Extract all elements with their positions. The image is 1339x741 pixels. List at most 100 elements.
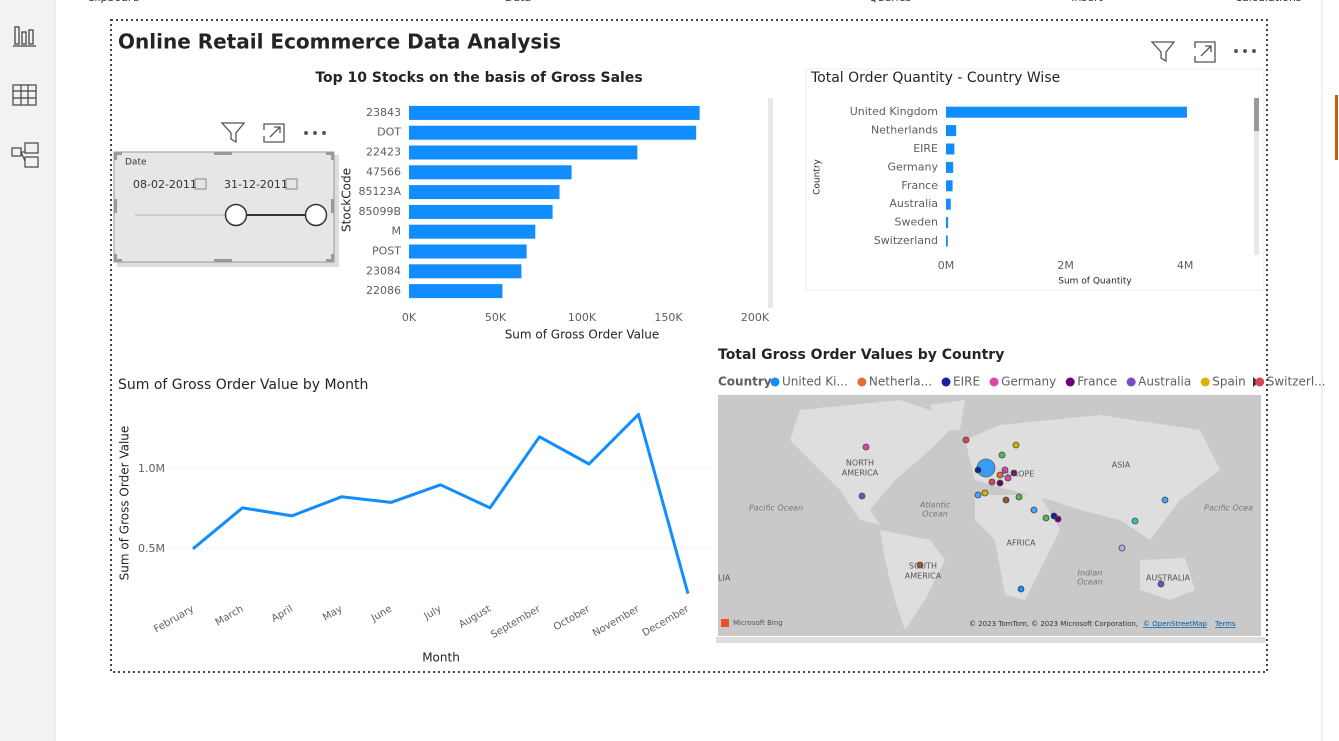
y-tick-label: France — [901, 179, 938, 192]
bar[interactable] — [409, 185, 560, 200]
slicer-header[interactable] — [220, 122, 326, 144]
bar[interactable] — [946, 143, 955, 155]
map-osm-link[interactable]: © OpenStreetMap — [1143, 620, 1208, 628]
legend-label[interactable]: Netherla... — [869, 375, 932, 389]
legend-label[interactable]: EIRE — [953, 375, 980, 389]
x-axis-title: Sum of Quantity — [1058, 277, 1132, 287]
ribbon-label[interactable]: Insert — [1071, 0, 1103, 4]
bar[interactable] — [409, 284, 503, 299]
x-tick-label: March — [214, 604, 246, 629]
bar[interactable] — [946, 180, 953, 192]
bar[interactable] — [409, 165, 572, 180]
ribbon-label[interactable]: Data — [505, 0, 531, 4]
scrollbar[interactable] — [1254, 98, 1259, 255]
date-slicer[interactable] — [113, 151, 335, 263]
legend-marker — [1255, 377, 1265, 387]
legend-marker — [1126, 377, 1136, 387]
legend-label[interactable]: Germany — [1001, 375, 1056, 389]
bar[interactable] — [946, 235, 948, 247]
map-label: SOUTH — [909, 562, 937, 571]
map-title: Total Gross Order Values by Country — [718, 347, 1004, 363]
x-tick-label: 50K — [485, 311, 507, 324]
bar[interactable] — [409, 264, 522, 279]
y-tick-label: POST — [372, 245, 401, 258]
ribbon-label[interactable]: Clipboard — [87, 0, 140, 4]
y-tick-label: 22086 — [366, 284, 401, 297]
ribbon-label[interactable]: Queries — [869, 0, 912, 4]
bar[interactable] — [409, 204, 553, 219]
x-tick-label: December — [641, 603, 692, 639]
slider-handle[interactable] — [304, 203, 328, 227]
ribbon-label[interactable]: Calculations — [1234, 0, 1301, 4]
chart-title: Top 10 Stocks on the basis of Gross Sale… — [315, 70, 642, 86]
map-label: Atlantic — [919, 501, 951, 510]
bar[interactable] — [946, 217, 949, 229]
bar[interactable] — [409, 145, 638, 160]
y-tick-label: Switzerland — [874, 234, 938, 247]
scrollbar-thumb[interactable] — [1254, 98, 1259, 131]
table-view-icon[interactable] — [12, 84, 37, 106]
y-tick-label: United Kingdom — [850, 105, 938, 118]
slicer-end[interactable]: 31-12-2011 — [224, 178, 288, 191]
map-logo: Microsoft Bing — [733, 619, 783, 627]
map-labels: NORTH AMERICA SOUTH AMERICA EUROPE ASIA … — [718, 459, 1253, 587]
slider-handle[interactable] — [224, 203, 248, 227]
line-series — [192, 412, 690, 594]
report-title: Online Retail Ecommerce Data Analysis — [118, 30, 561, 54]
legend-label[interactable]: Spain — [1212, 375, 1246, 389]
resize-handles — [114, 152, 334, 262]
bar[interactable] — [409, 224, 536, 239]
calendar-icon[interactable] — [285, 178, 298, 190]
map-label: Ocean — [1077, 578, 1103, 587]
x-tick-label: 150K — [654, 311, 683, 324]
x-tick-label: February — [152, 604, 196, 636]
bar[interactable] — [946, 106, 1187, 118]
visual-header[interactable] — [1150, 41, 1256, 63]
legend-title: Country — [718, 375, 772, 389]
map-terms-link[interactable]: Terms — [1214, 620, 1236, 628]
legend-label[interactable]: Australia — [1138, 375, 1191, 389]
legend-label[interactable]: Switzerl... — [1267, 375, 1326, 389]
visual-frame — [805, 68, 1265, 291]
y-tick-label: Sweden — [895, 216, 938, 229]
bar[interactable] — [946, 161, 954, 173]
map-label: Indian — [1078, 569, 1103, 578]
map-attribution: © 2023 TomTom, © 2023 Microsoft Corporat… — [969, 620, 1138, 628]
x-tick-label: July — [422, 604, 444, 623]
calendar-icon[interactable] — [194, 178, 207, 190]
legend-marker — [857, 377, 867, 387]
bar[interactable] — [946, 125, 957, 137]
ribbon — [56, 0, 1322, 6]
report-view-icon[interactable] — [13, 26, 36, 47]
legend-marker — [770, 377, 780, 387]
legend-label[interactable]: France — [1077, 375, 1117, 389]
map-label: LIA — [718, 574, 731, 583]
map-land — [790, 400, 1220, 630]
x-tick-label: August — [457, 604, 493, 631]
bar[interactable] — [946, 198, 951, 210]
x-tick-label: May — [321, 604, 344, 624]
y-tick-label: 47566 — [366, 165, 401, 178]
map-label: EUROPE — [1002, 470, 1035, 479]
group-border — [110, 19, 1268, 673]
bing-logo — [721, 619, 729, 627]
y-tick-label: Germany — [887, 160, 938, 173]
y-tick-label: 22423 — [366, 146, 401, 159]
model-view-icon[interactable] — [11, 142, 39, 168]
legend-label[interactable]: United Ki... — [782, 375, 848, 389]
map-label: Pacific Ocea — [1204, 504, 1253, 513]
ribbon-groups: Clipboard Data Queries Insert Calculatio… — [87, 0, 1302, 4]
bar[interactable] — [409, 105, 700, 120]
x-tick-label: 200K — [741, 311, 770, 324]
bar[interactable] — [409, 244, 527, 259]
y-tick-label: 23843 — [366, 106, 401, 119]
map-label: AFRICA — [1006, 539, 1036, 548]
scrollbar[interactable] — [768, 98, 773, 308]
y-tick-label: 0.5M — [138, 542, 165, 555]
y-tick-label: Australia — [889, 197, 938, 210]
bar[interactable] — [409, 125, 697, 140]
map-bubbles — [858, 436, 1169, 593]
slicer-start[interactable]: 08-02-2011 — [133, 178, 197, 191]
y-axis-title: StockCode — [340, 168, 354, 232]
